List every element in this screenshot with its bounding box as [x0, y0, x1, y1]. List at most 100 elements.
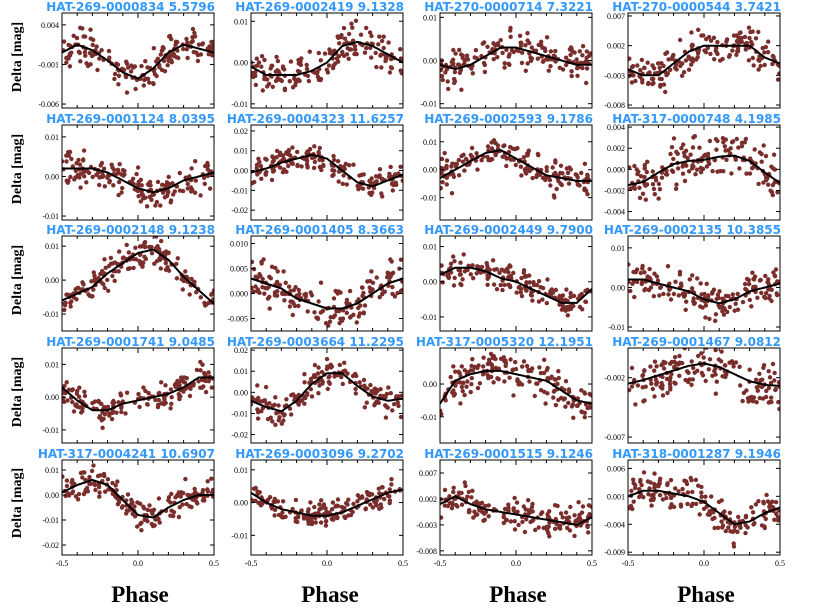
data-point [540, 297, 545, 302]
data-point [323, 506, 328, 511]
data-point [548, 183, 553, 188]
data-point [743, 530, 748, 536]
data-point [701, 355, 706, 360]
data-point [657, 65, 662, 71]
data-point [147, 181, 152, 186]
data-point [739, 144, 745, 149]
data-point [661, 291, 666, 297]
data-point [80, 475, 85, 480]
data-point [88, 62, 93, 67]
data-point [390, 188, 395, 193]
data-points [62, 359, 214, 430]
data-point [715, 39, 720, 45]
data-point [209, 490, 214, 496]
data-point [560, 293, 566, 298]
data-point [527, 379, 532, 384]
data-point [101, 166, 107, 171]
data-point [508, 28, 513, 33]
data-point [649, 381, 654, 386]
data-point [735, 291, 740, 297]
data-point [68, 174, 73, 180]
data-point [759, 151, 764, 157]
data-point [766, 385, 772, 391]
data-point [454, 161, 459, 167]
data-point [558, 170, 563, 176]
data-point [545, 277, 550, 282]
data-point [138, 521, 143, 527]
data-point [187, 393, 193, 399]
data-point [485, 276, 490, 281]
data-point [520, 364, 525, 369]
data-point [737, 364, 742, 369]
data-point [650, 182, 656, 187]
fit-curve [62, 479, 214, 519]
data-point [466, 489, 471, 495]
data-point [727, 360, 732, 365]
data-point [557, 523, 563, 528]
data-point [723, 528, 728, 534]
data-point [542, 357, 547, 362]
data-point [293, 516, 298, 521]
data-point [493, 43, 498, 48]
data-point [254, 165, 259, 171]
data-point [580, 53, 585, 58]
data-point [330, 168, 335, 173]
fit-curve [440, 149, 592, 182]
data-point [699, 484, 704, 490]
data-point [272, 513, 277, 518]
data-point [469, 145, 475, 151]
y-tick-label: 0.004 [607, 123, 625, 132]
data-point [637, 185, 642, 190]
data-point [172, 189, 177, 194]
data-point [728, 146, 733, 151]
data-point [290, 85, 296, 90]
data-point [124, 508, 130, 513]
data-point [763, 153, 769, 159]
data-point [340, 181, 345, 186]
data-point [489, 362, 494, 367]
data-point [544, 300, 549, 306]
data-point [451, 364, 456, 369]
data-point [744, 41, 750, 46]
data-point [762, 50, 767, 55]
data-point [358, 32, 364, 37]
data-point [553, 160, 558, 165]
data-point [354, 373, 359, 379]
data-point [357, 496, 362, 501]
data-point [570, 402, 576, 407]
data-point [177, 188, 183, 193]
data-point [136, 391, 141, 397]
data-point [665, 390, 670, 396]
data-point [305, 309, 310, 314]
data-point [273, 422, 278, 427]
y-tick-label: 0.01 [45, 360, 59, 369]
data-point [496, 366, 501, 371]
data-point [169, 491, 174, 497]
data-point [307, 49, 312, 54]
data-point [548, 375, 554, 381]
data-point [452, 76, 457, 82]
data-point [440, 515, 444, 520]
data-point [153, 236, 159, 239]
data-point [206, 300, 211, 306]
data-point [312, 144, 317, 149]
y-tick-label: 0.01 [423, 138, 437, 147]
data-point [534, 172, 540, 178]
data-point [270, 419, 275, 424]
data-point [78, 185, 83, 190]
data-point [360, 186, 366, 191]
data-point [133, 245, 138, 250]
data-point [772, 378, 777, 383]
data-point [263, 156, 268, 161]
data-point [116, 269, 121, 274]
data-point [91, 463, 96, 468]
fit-curve [62, 167, 214, 194]
data-points [62, 25, 214, 95]
data-point [275, 58, 281, 64]
data-point [269, 177, 275, 183]
data-point [344, 310, 349, 316]
fit-curve [62, 248, 214, 305]
data-point [765, 50, 771, 55]
data-point [464, 53, 470, 58]
data-point [185, 186, 190, 191]
